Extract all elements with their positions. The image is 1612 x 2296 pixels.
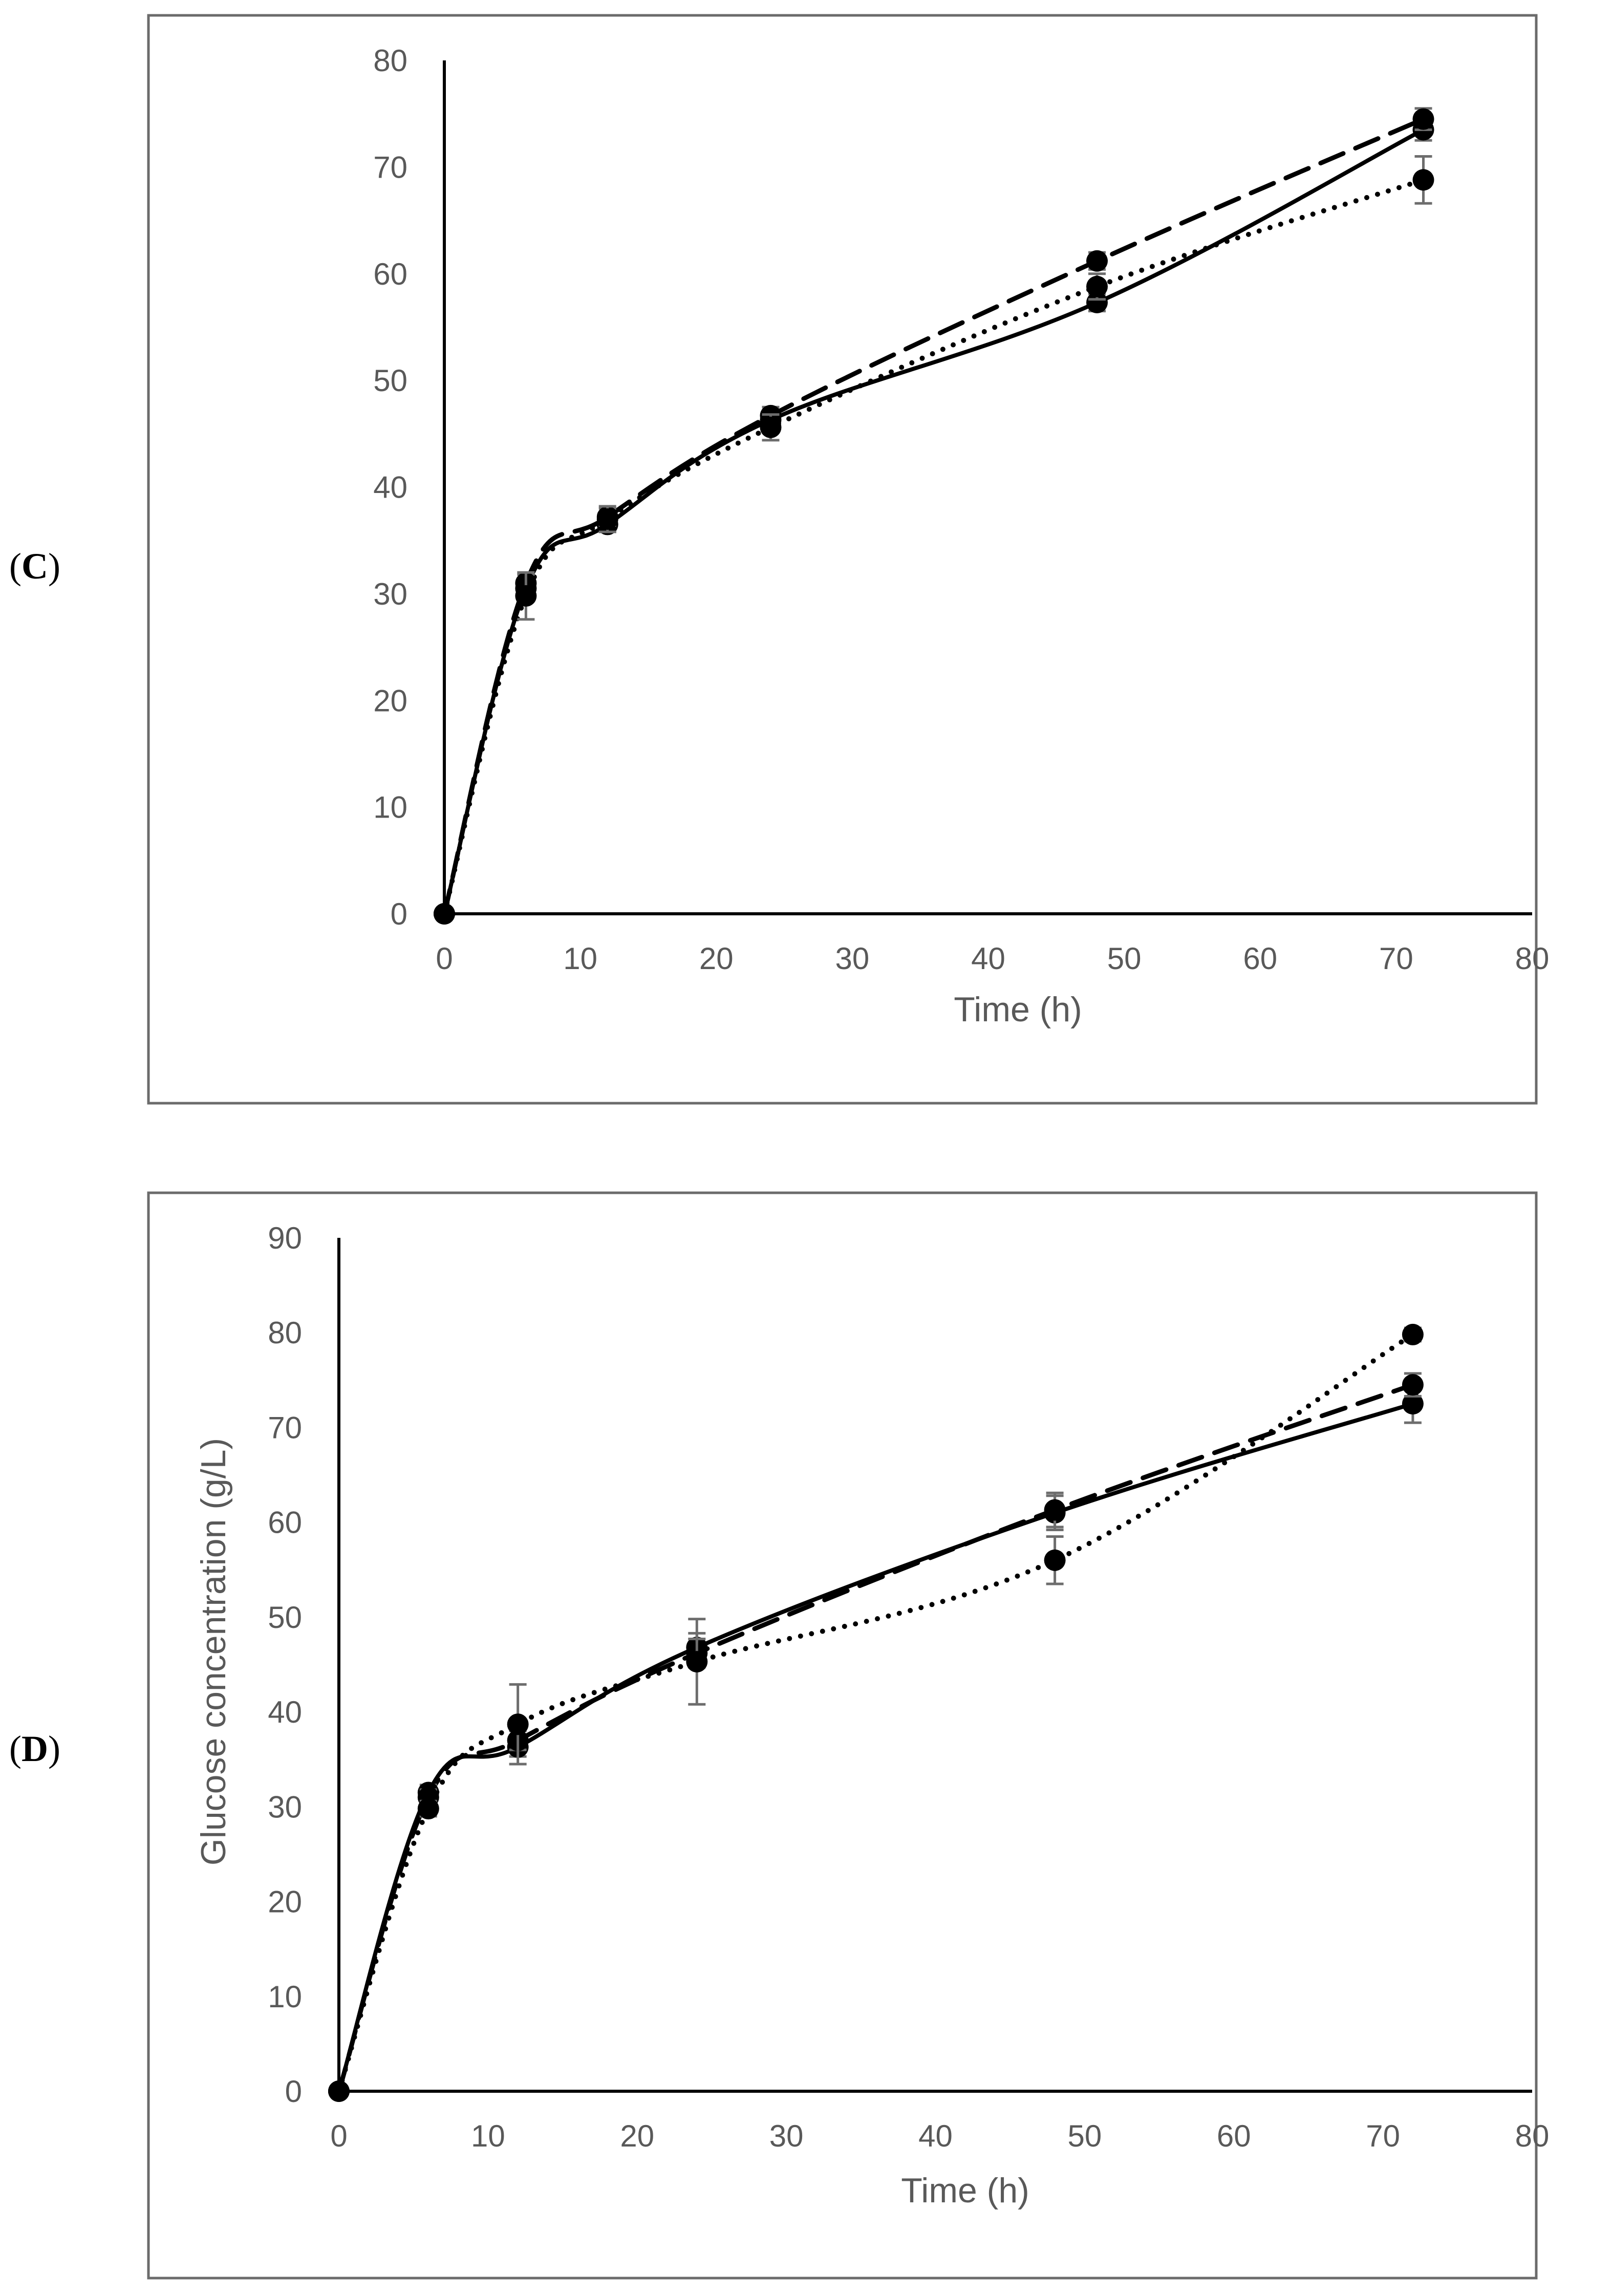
panel-c-x-tick-0: 0 (436, 941, 453, 976)
panel-d-label-open: ( (9, 1728, 22, 1769)
panel-d-series-dotted-line (336, 1332, 1415, 2094)
panel-c-y-tick-60: 60 (373, 257, 407, 291)
panel-d-series-dashed-point (1402, 1374, 1424, 1396)
panel-c-x-tick-labels: 0 10 20 30 40 50 60 70 80 (436, 941, 1549, 976)
panel-c-series-dashed-point (1412, 108, 1434, 130)
panel-d-y-tick-20: 20 (268, 1885, 302, 1919)
panel-d-x-tick-70: 70 (1366, 2119, 1400, 2153)
panel-c-series-dotted-point (1412, 169, 1434, 191)
panel-c-y-tick-70: 70 (373, 150, 407, 184)
panel-d-y-tick-0: 0 (285, 2074, 302, 2109)
panel-d-series-dashed-line (336, 1382, 1415, 2094)
panel-d-x-axis-title: Time (h) (901, 2171, 1029, 2210)
panel-d-series-solid-point (1402, 1393, 1424, 1415)
panel-c-label-open: ( (9, 546, 22, 587)
panel-c-y-tick-10: 10 (373, 790, 407, 825)
panel-d-label: (D) (9, 1728, 60, 1769)
panel-c-series-dashed-line (442, 117, 1426, 916)
panel-d-y-tick-labels: 0 10 20 30 40 50 60 70 80 90 (268, 1221, 302, 2109)
panel-c-x-tick-20: 20 (699, 941, 734, 976)
panel-d-x-tick-60: 60 (1217, 2119, 1251, 2153)
panel-c-y-tick-20: 20 (373, 683, 407, 718)
panel-d-y-tick-80: 80 (268, 1316, 302, 1350)
panel-d-series-dotted-point (417, 1798, 439, 1820)
panel-d-y-tick-60: 60 (268, 1506, 302, 1540)
panel-c-x-tick-50: 50 (1107, 941, 1142, 976)
panel-c-y-tick-50: 50 (373, 363, 407, 398)
panel-c-x-axis-title: Time (h) (954, 990, 1082, 1029)
panel-d-series-dotted-point (686, 1650, 708, 1672)
panel-d-y-tick-30: 30 (268, 1790, 302, 1824)
panel-c-series-solid-line (442, 127, 1426, 916)
panel-d-series-dashed-point (1044, 1499, 1066, 1521)
panel-d-y-tick-40: 40 (268, 1695, 302, 1729)
panel-d-x-tick-80: 80 (1515, 2119, 1550, 2153)
panel-d-label-close: ) (48, 1728, 60, 1769)
panel-c-series-dotted-point (515, 585, 537, 607)
panel-d-series-dotted-point (1402, 1323, 1424, 1345)
panel-d-x-tick-50: 50 (1068, 2119, 1102, 2153)
panel-c-series-dotted-point (434, 903, 455, 925)
panel-d-x-tick-labels: 0 10 20 30 40 50 60 70 80 (330, 2119, 1549, 2153)
panel-c-frame (147, 14, 1538, 1105)
panel-d-label-letter: D (22, 1728, 48, 1769)
panel-d-y-axis-title: Glucose concentration (g/L) (194, 1438, 233, 1865)
panel-d-series-dotted-point (328, 2080, 350, 2102)
panel-c-y-tick-30: 30 (373, 577, 407, 611)
panel-c-x-tick-40: 40 (971, 941, 1005, 976)
panel-d-x-tick-10: 10 (471, 2119, 505, 2153)
panel-d-series-dotted-point (507, 1713, 529, 1735)
panel-c-series (434, 107, 1434, 925)
panel-c-y-tick-80: 80 (373, 44, 407, 78)
panel-d-x-tick-20: 20 (620, 2119, 654, 2153)
panel-c-series-dotted-point (596, 508, 618, 530)
panel-c-series-dotted-line (442, 177, 1426, 916)
panel-d-y-tick-10: 10 (268, 1980, 302, 2014)
panel-c-label-close: ) (48, 546, 60, 587)
panel-d: (D) 0 10 20 30 40 50 60 70 80 90 0 10 20 30 40 50 60 70 8… (9, 1191, 1549, 2280)
panel-c-label: (C) (9, 546, 60, 587)
panel-d-x-tick-30: 30 (769, 2119, 804, 2153)
panel-d-y-tick-90: 90 (268, 1221, 302, 1255)
panel-d-series-dotted-point (1044, 1549, 1066, 1571)
panel-c-x-tick-10: 10 (563, 941, 597, 976)
panel-c-y-tick-40: 40 (373, 470, 407, 505)
panel-c-x-tick-70: 70 (1379, 941, 1413, 976)
panel-c-x-tick-60: 60 (1243, 941, 1277, 976)
panel-c-x-tick-80: 80 (1515, 941, 1550, 976)
panel-d-x-tick-40: 40 (918, 2119, 953, 2153)
panel-c-series-solid-point (1086, 292, 1108, 314)
panel-c-y-tick-labels: 0 10 20 30 40 50 60 70 80 (373, 44, 407, 931)
panel-d-x-tick-0: 0 (330, 2119, 347, 2153)
panel-c-x-tick-30: 30 (835, 941, 870, 976)
panel-c-series-dotted-point (760, 416, 782, 438)
panel-d-y-tick-50: 50 (268, 1600, 302, 1635)
panel-d-series (328, 1323, 1424, 2102)
panel-d-frame (147, 1191, 1538, 2280)
panel-c-label-letter: C (22, 546, 48, 587)
panel-d-y-tick-70: 70 (268, 1410, 302, 1445)
panel-c-series-dotted-point (1086, 275, 1108, 297)
panel-c-series-dashed-point (1086, 250, 1108, 272)
panel-c-y-tick-0: 0 (391, 897, 407, 931)
